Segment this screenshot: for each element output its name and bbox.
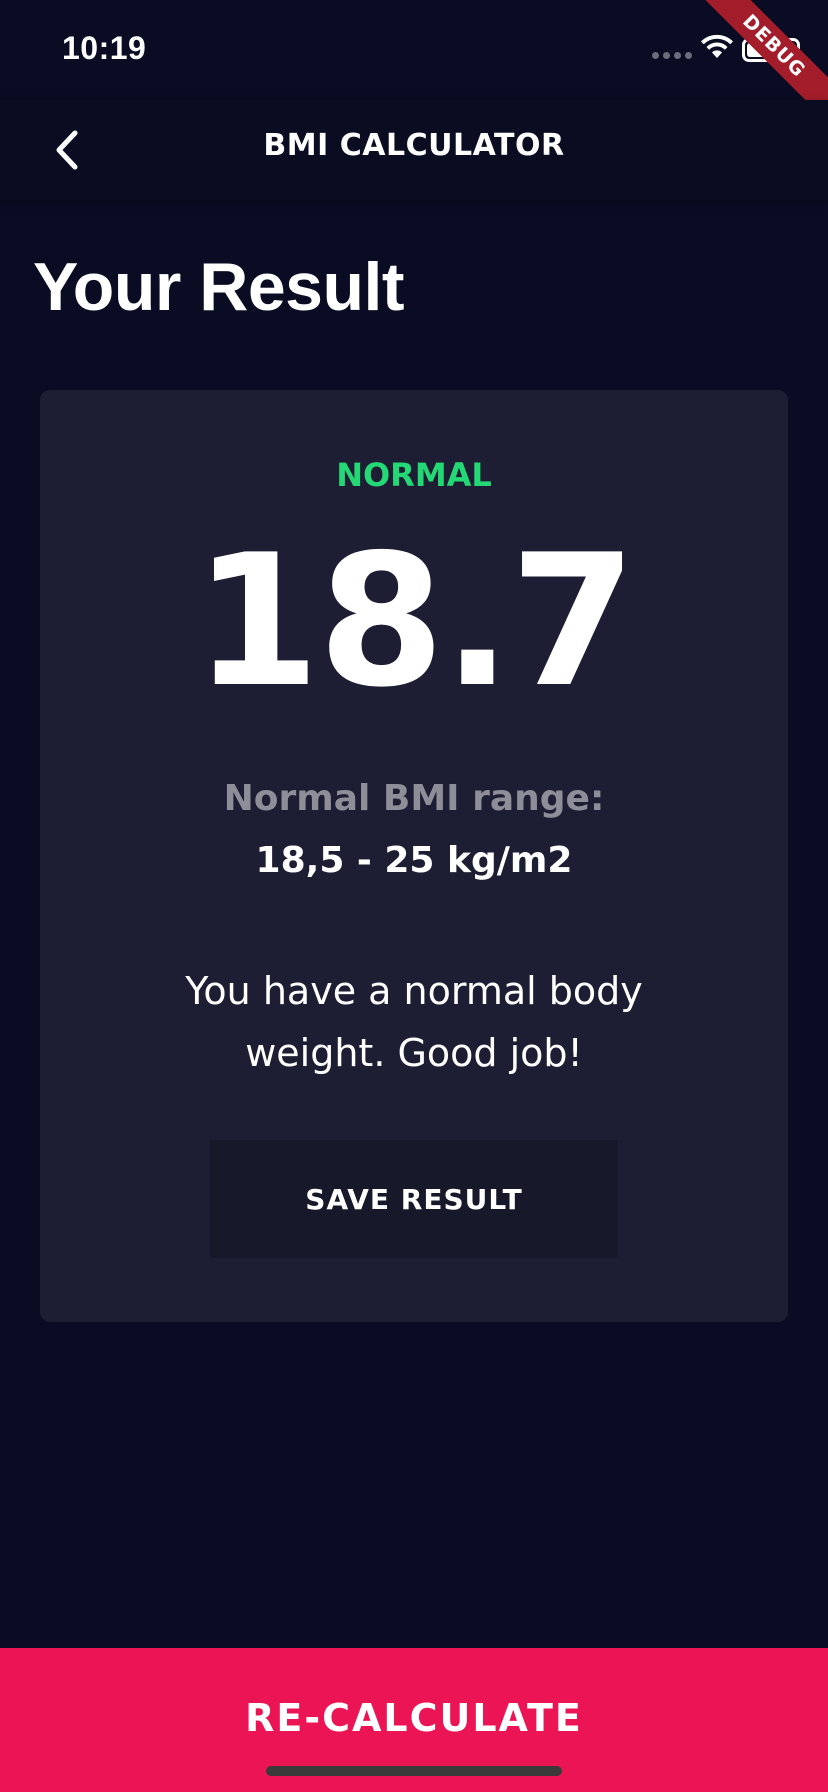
back-button[interactable] <box>36 120 96 180</box>
wifi-icon <box>701 34 733 58</box>
status-time: 10:19 <box>62 30 147 66</box>
normal-range-label: Normal BMI range: <box>223 778 605 819</box>
page-title: Your Result <box>33 249 405 325</box>
app-bar: BMI CALCULATOR <box>0 100 828 200</box>
home-indicator <box>266 1766 562 1776</box>
save-result-button[interactable]: SAVE RESULT <box>210 1140 618 1258</box>
result-card: NORMAL 18.7 Normal BMI range: 18,5 - 25 … <box>40 390 788 1322</box>
status-bar: 10:19 <box>0 0 828 100</box>
chevron-left-icon <box>56 130 78 170</box>
bmi-value: 18.7 <box>193 515 636 727</box>
normal-range-value: 18,5 - 25 kg/m2 <box>255 840 573 881</box>
result-interpretation: You have a normal body weight. Good job! <box>185 969 643 1075</box>
result-status-label: NORMAL <box>336 456 492 494</box>
cellular-signal-icon <box>652 52 692 59</box>
app-title: BMI CALCULATOR <box>263 128 565 163</box>
